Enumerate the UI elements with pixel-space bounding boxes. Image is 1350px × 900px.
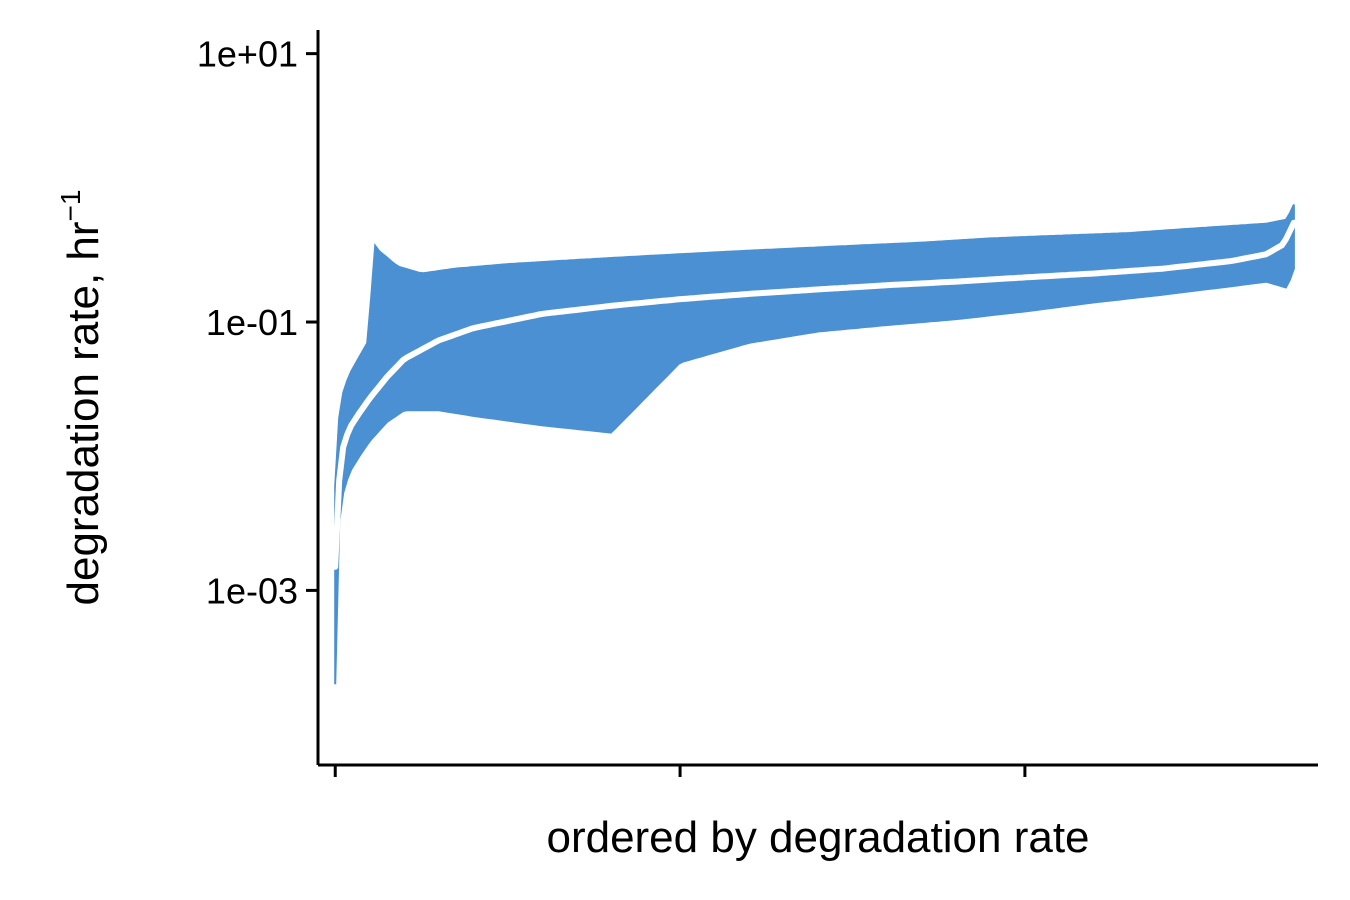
y-tick-label: 1e-01 (206, 302, 298, 343)
ticks: 1e-03 1e-01 1e+01 (197, 34, 1027, 777)
y-tick-label: 1e-03 (206, 570, 298, 611)
y-axis-title-superscript: −1 (55, 190, 86, 222)
y-axis-title: degradation rate, hr−1 (55, 190, 108, 606)
axes (316, 30, 1318, 767)
plot-area (332, 204, 1297, 685)
interval-band (334, 204, 1295, 685)
y-tick-label: 1e+01 (197, 34, 298, 75)
x-axis-title: ordered by degradation rate (546, 813, 1089, 862)
y-axis-title-main: degradation rate, hr (59, 221, 108, 605)
estimate-line (332, 219, 1297, 570)
